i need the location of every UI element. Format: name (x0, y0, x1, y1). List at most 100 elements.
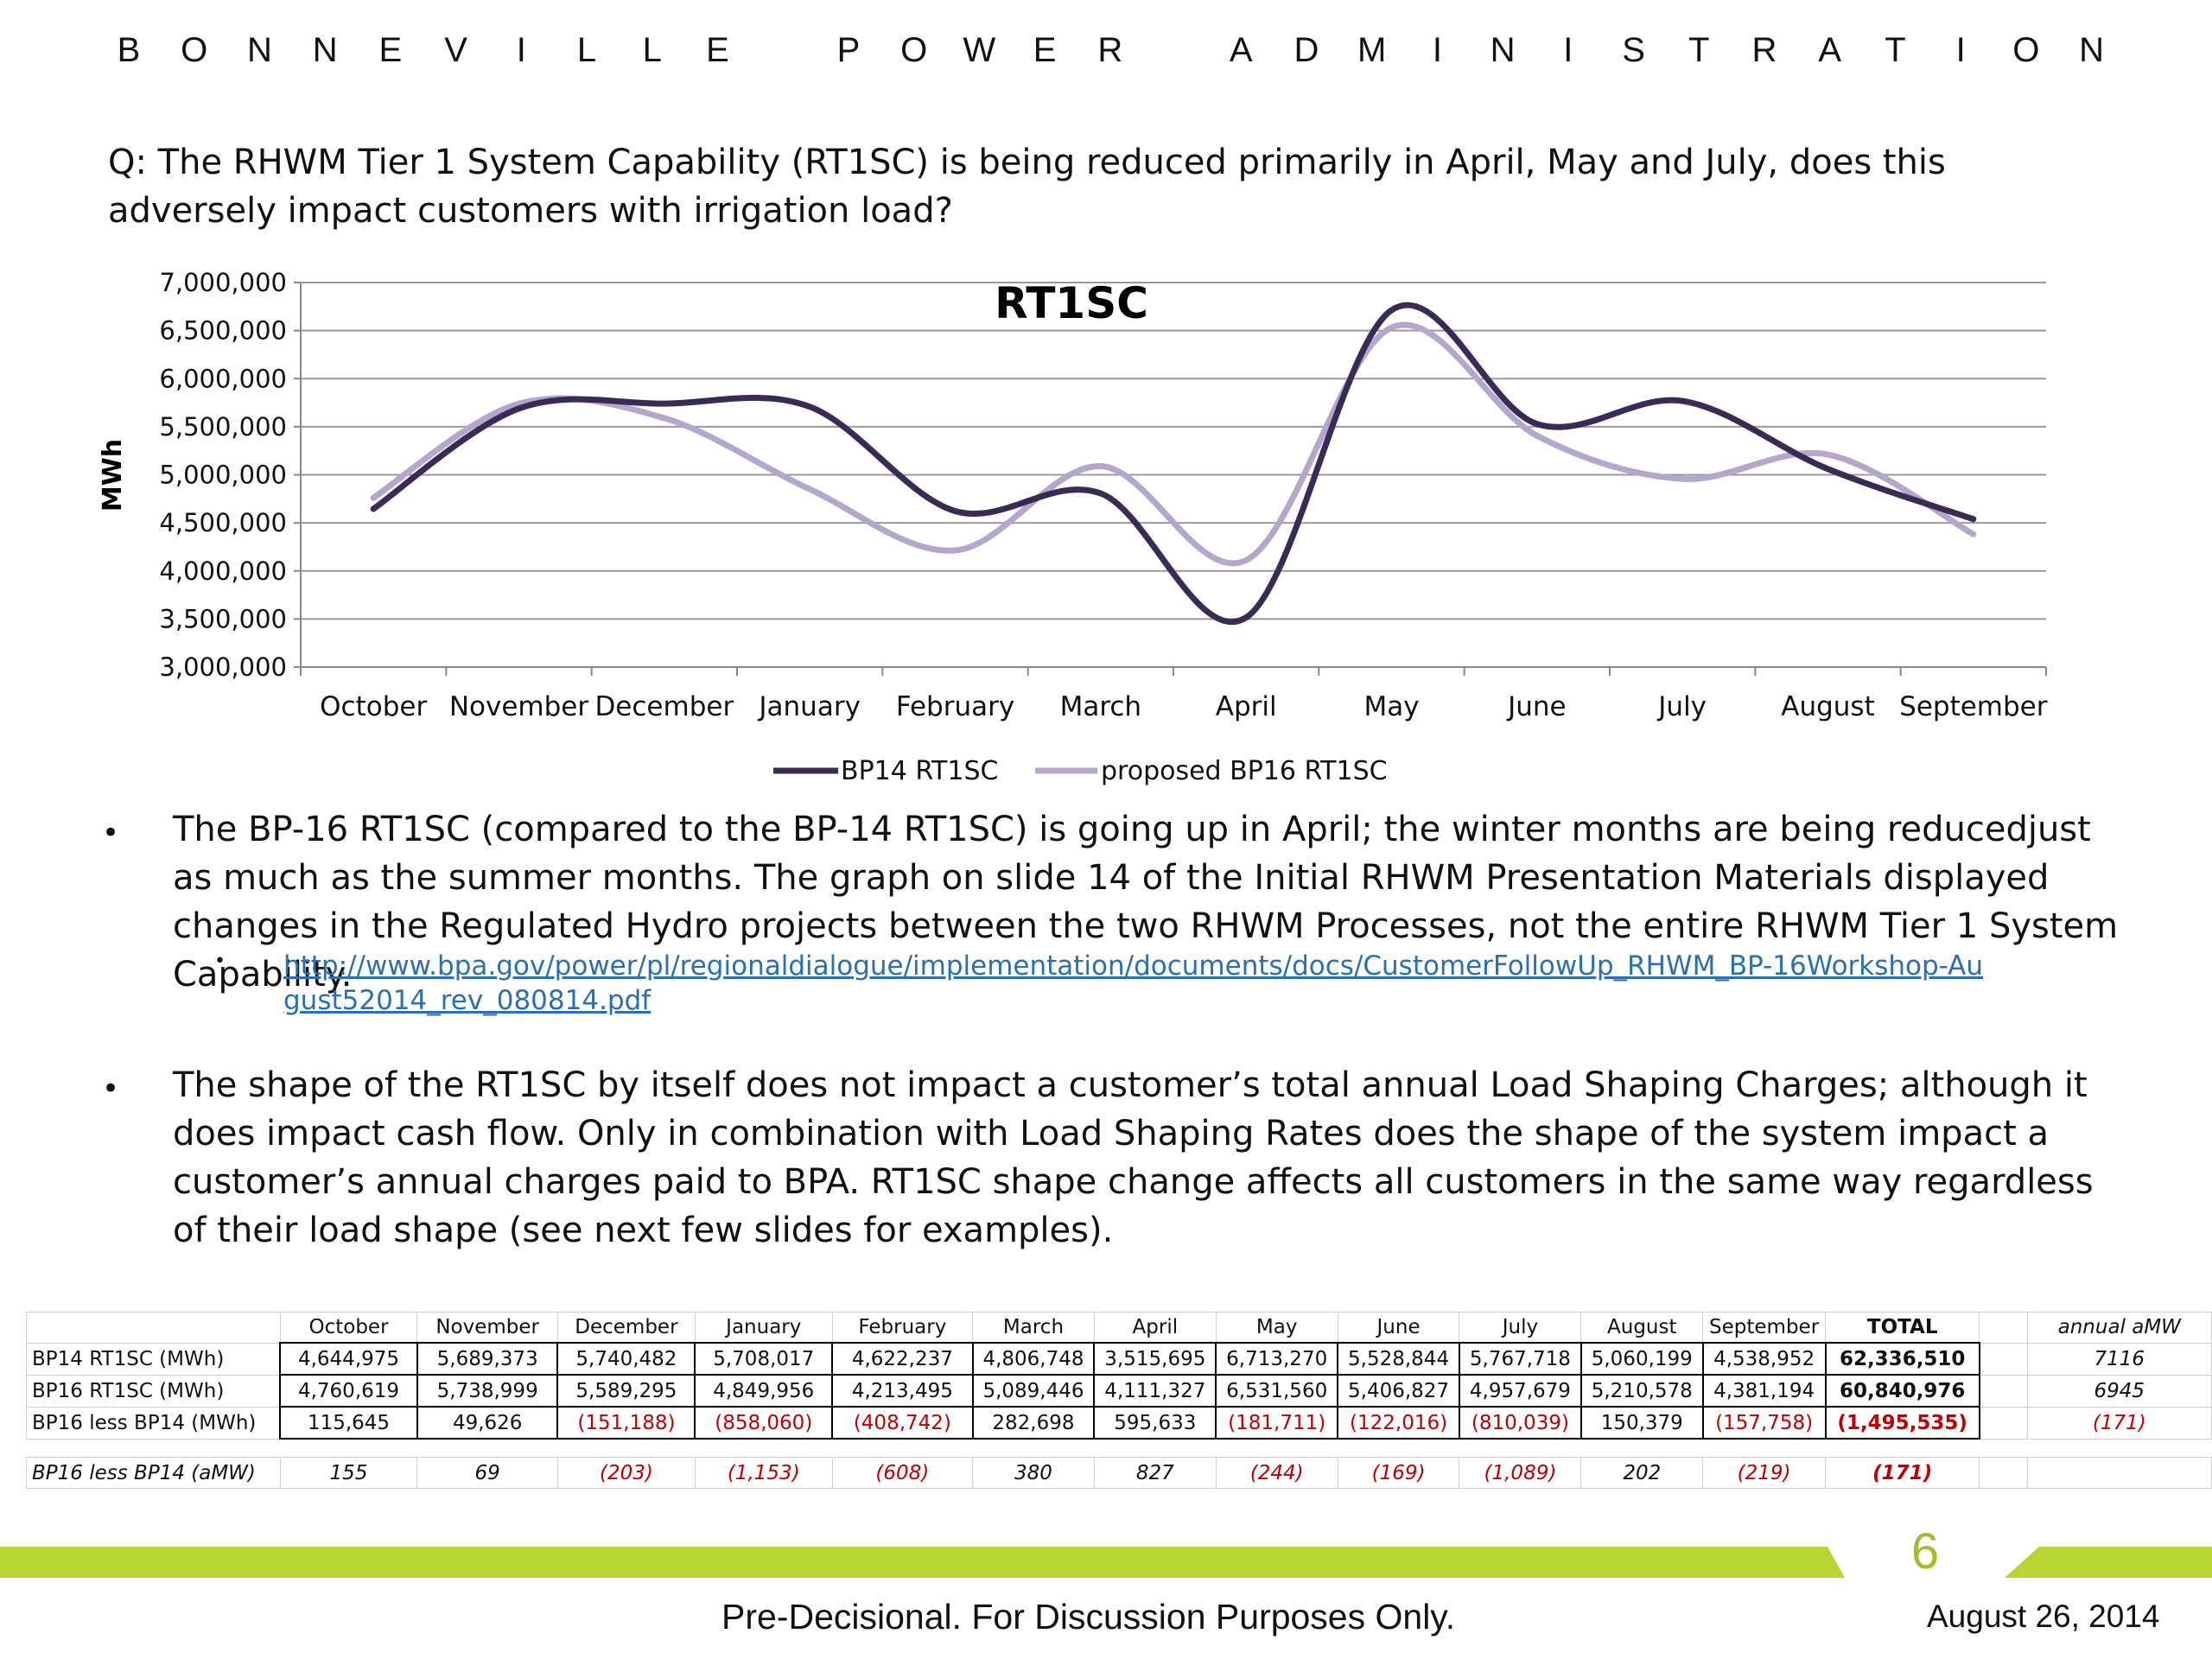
rt1sc-line-chart: RT1SC MWh 3,000,000 3,500,000 4,000,000 4,5… (98, 268, 2048, 786)
table-cell: 4,538,952 (1701, 1342, 1827, 1376)
table-cell: 202 (1580, 1457, 1704, 1489)
header-letter: B (117, 30, 141, 69)
table-row-label: BP16 less BP14 (MWh) (26, 1406, 281, 1440)
y-tick-label: 6,000,000 (159, 364, 287, 393)
table-spacer-cell (695, 1438, 833, 1458)
table-cell: (151,188) (556, 1406, 696, 1440)
table-cell: (203) (556, 1457, 696, 1489)
x-tick-label: August (1781, 691, 1875, 722)
table-cell: 5,589,295 (556, 1374, 696, 1408)
table-cell: 4,381,194 (1701, 1374, 1827, 1408)
footer-accent-bar (0, 1547, 2212, 1578)
table-spacer-cell (1459, 1438, 1581, 1458)
header-letter: I (1432, 30, 1442, 69)
header-letter: A (1818, 30, 1842, 69)
table-cell: 827 (1093, 1457, 1217, 1489)
table-cell: 595,633 (1093, 1406, 1217, 1440)
bullet-text-1: The BP-16 RT1SC (compared to the BP-14 R… (173, 810, 2119, 995)
table-header-cell: November (416, 1312, 558, 1344)
table-cell: 62,336,510 (1824, 1342, 1980, 1376)
table-cell: (858,060) (694, 1406, 834, 1440)
footer-disclaimer: Pre-Decisional. For Discussion Purposes … (721, 1597, 1456, 1637)
table-spacer-cell (1580, 1438, 1703, 1458)
header-letter: T (1885, 30, 1906, 69)
table-cell: 4,957,679 (1458, 1374, 1582, 1408)
table-annual-cell: (171) (2026, 1406, 2212, 1440)
y-tick-label: 5,500,000 (159, 412, 287, 442)
header-letter: A (1229, 30, 1253, 69)
table-cell: (608) (831, 1457, 974, 1489)
rt1sc-data-table: October November December January February Ma… (26, 1312, 2212, 1489)
table-header-row: October November December January February Ma… (26, 1312, 2212, 1344)
table-cell: 380 (972, 1457, 1095, 1489)
table-row-label: BP14 RT1SC (MWh) (26, 1342, 281, 1376)
table-spacer-cell (1216, 1438, 1338, 1458)
table-cell: 150,379 (1580, 1406, 1704, 1440)
table-header-cell: December (556, 1312, 696, 1344)
header-letter: N (1490, 30, 1516, 69)
table-spacer-cell (972, 1438, 1095, 1458)
table-cell: 60,840,976 (1824, 1374, 1980, 1408)
table-cell: (810,039) (1458, 1406, 1582, 1440)
table-cell: 4,213,495 (831, 1374, 974, 1408)
table-header-cell: July (1459, 1312, 1582, 1344)
table-spacer-cell (832, 1438, 973, 1458)
header-letter: O (900, 30, 928, 69)
table-cell: 5,708,017 (694, 1342, 834, 1376)
x-tick-label: April (1216, 691, 1277, 722)
table-header-cell: June (1337, 1312, 1460, 1344)
x-tick-label: July (1656, 691, 1707, 722)
table-cell: 3,515,695 (1093, 1342, 1217, 1376)
table-cell: 69 (416, 1457, 558, 1489)
table-header-cell: annual aMW (2026, 1312, 2212, 1344)
x-tick-label: March (1060, 691, 1142, 722)
y-axis-label: MWh (98, 439, 128, 512)
table-header-cell: September (1702, 1312, 1826, 1344)
legend-label-bp14: BP14 RT1SC (841, 756, 998, 786)
table-spacer-row (26, 1438, 2212, 1458)
chart-legend: BP14 RT1SC proposed BP16 RT1SC (773, 756, 1388, 786)
chart-series-lines (370, 302, 1977, 626)
header-letter: L (642, 30, 662, 69)
table-row: BP14 RT1SC (MWh) 4,644,975 5,689,373 5,740,… (26, 1342, 2212, 1376)
y-tick-label: 4,500,000 (159, 508, 287, 537)
table-spacer-cell (1094, 1438, 1217, 1458)
table-cell: (122,016) (1337, 1406, 1460, 1440)
header-letter: N (2079, 30, 2104, 69)
table-cell: 5,738,999 (416, 1374, 559, 1408)
table-header-cell: October (279, 1312, 418, 1344)
header-letter: E (1033, 30, 1057, 69)
table-header-cell: April (1093, 1312, 1217, 1344)
header-letter: S (1622, 30, 1645, 69)
y-tick-label: 3,000,000 (159, 652, 287, 682)
table-spacer-cell (1825, 1438, 1980, 1458)
table-cell: 4,806,748 (971, 1342, 1096, 1376)
header-letter: I (516, 30, 526, 69)
header-letter: W (963, 30, 996, 69)
table-row-label: BP16 less BP14 (aMW) (26, 1457, 281, 1489)
table-spacer-cell (416, 1438, 558, 1458)
table-spacer-cell (1702, 1438, 1826, 1458)
table-header-cell (26, 1312, 281, 1344)
bullet-text-2: The shape of the RT1SC by itself does no… (173, 1065, 2094, 1250)
workshop-document-link[interactable]: http://www.bpa.gov/power/pl/regionaldial… (283, 950, 1984, 1016)
y-tick-label: 4,000,000 (159, 556, 287, 586)
table-cell: (171) (1824, 1457, 1980, 1489)
table-cell: 4,644,975 (279, 1342, 418, 1376)
header-letter: T (1688, 30, 1710, 69)
table-cell (1979, 1374, 2028, 1408)
header-letter: I (1955, 30, 1966, 69)
table-cell: 6,531,560 (1215, 1374, 1339, 1408)
table-cell: 4,760,619 (279, 1374, 418, 1408)
table-cell: 4,849,956 (694, 1374, 834, 1408)
series-line-bp16 (370, 321, 1977, 567)
x-tick-label: May (1363, 691, 1419, 722)
chart-title: RT1SC (995, 278, 1148, 328)
table-cell: (244) (1215, 1457, 1338, 1489)
header-letter: V (444, 30, 467, 69)
table-annual-cell (2026, 1457, 2212, 1489)
table-row-label: BP16 RT1SC (MWh) (26, 1374, 281, 1408)
legend-label-bp16: proposed BP16 RT1SC (1101, 756, 1388, 786)
table-cell: 5,528,844 (1337, 1342, 1460, 1376)
